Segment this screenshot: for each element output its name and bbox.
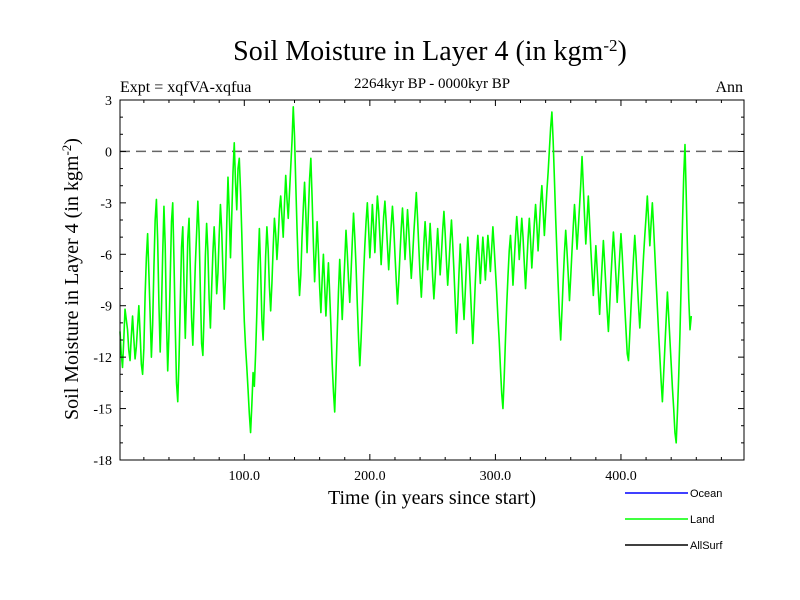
plot-frame	[119, 99, 745, 461]
y-tick-label: -12	[93, 351, 112, 366]
y-tick-label: -3	[100, 197, 112, 212]
legend-label-allsurf: AllSurf	[690, 540, 723, 552]
y-tick-label: -9	[100, 300, 112, 315]
x-axis-label: Time (in years since start)	[328, 487, 536, 509]
y-tick-label: -18	[93, 454, 112, 469]
experiment-label: Expt = xqfVA-xqfua	[120, 79, 251, 96]
legend-label-ocean: Ocean	[690, 488, 722, 500]
series-group	[119, 106, 693, 444]
x-tick-label: 300.0	[480, 469, 512, 484]
y-axis-label: Soil Moisture in Layer 4 (in kgm-2)	[59, 138, 84, 420]
x-tick-label: 100.0	[229, 469, 261, 484]
chart-subtitle: 2264kyr BP - 0000kyr BP	[354, 76, 510, 92]
x-axis-ticks: 100.0 200.0 300.0 400.0	[143, 100, 722, 484]
y-tick-label: 0	[105, 145, 112, 160]
chart-title: Soil Moisture in Layer 4 (in kgm-2)	[233, 36, 627, 68]
y-tick-label: -15	[93, 403, 112, 418]
season-label: Ann	[715, 79, 743, 96]
y-axis-ticks: 3 0 -3 -6 -9 -12 -15 -18	[93, 94, 744, 469]
legend: Ocean Land AllSurf	[625, 488, 723, 552]
y-tick-label: -6	[100, 248, 112, 263]
series-line-land	[119, 106, 693, 444]
legend-label-land: Land	[690, 514, 714, 526]
y-tick-label: 3	[105, 94, 112, 109]
x-tick-label: 400.0	[605, 469, 637, 484]
x-tick-label: 200.0	[354, 469, 386, 484]
